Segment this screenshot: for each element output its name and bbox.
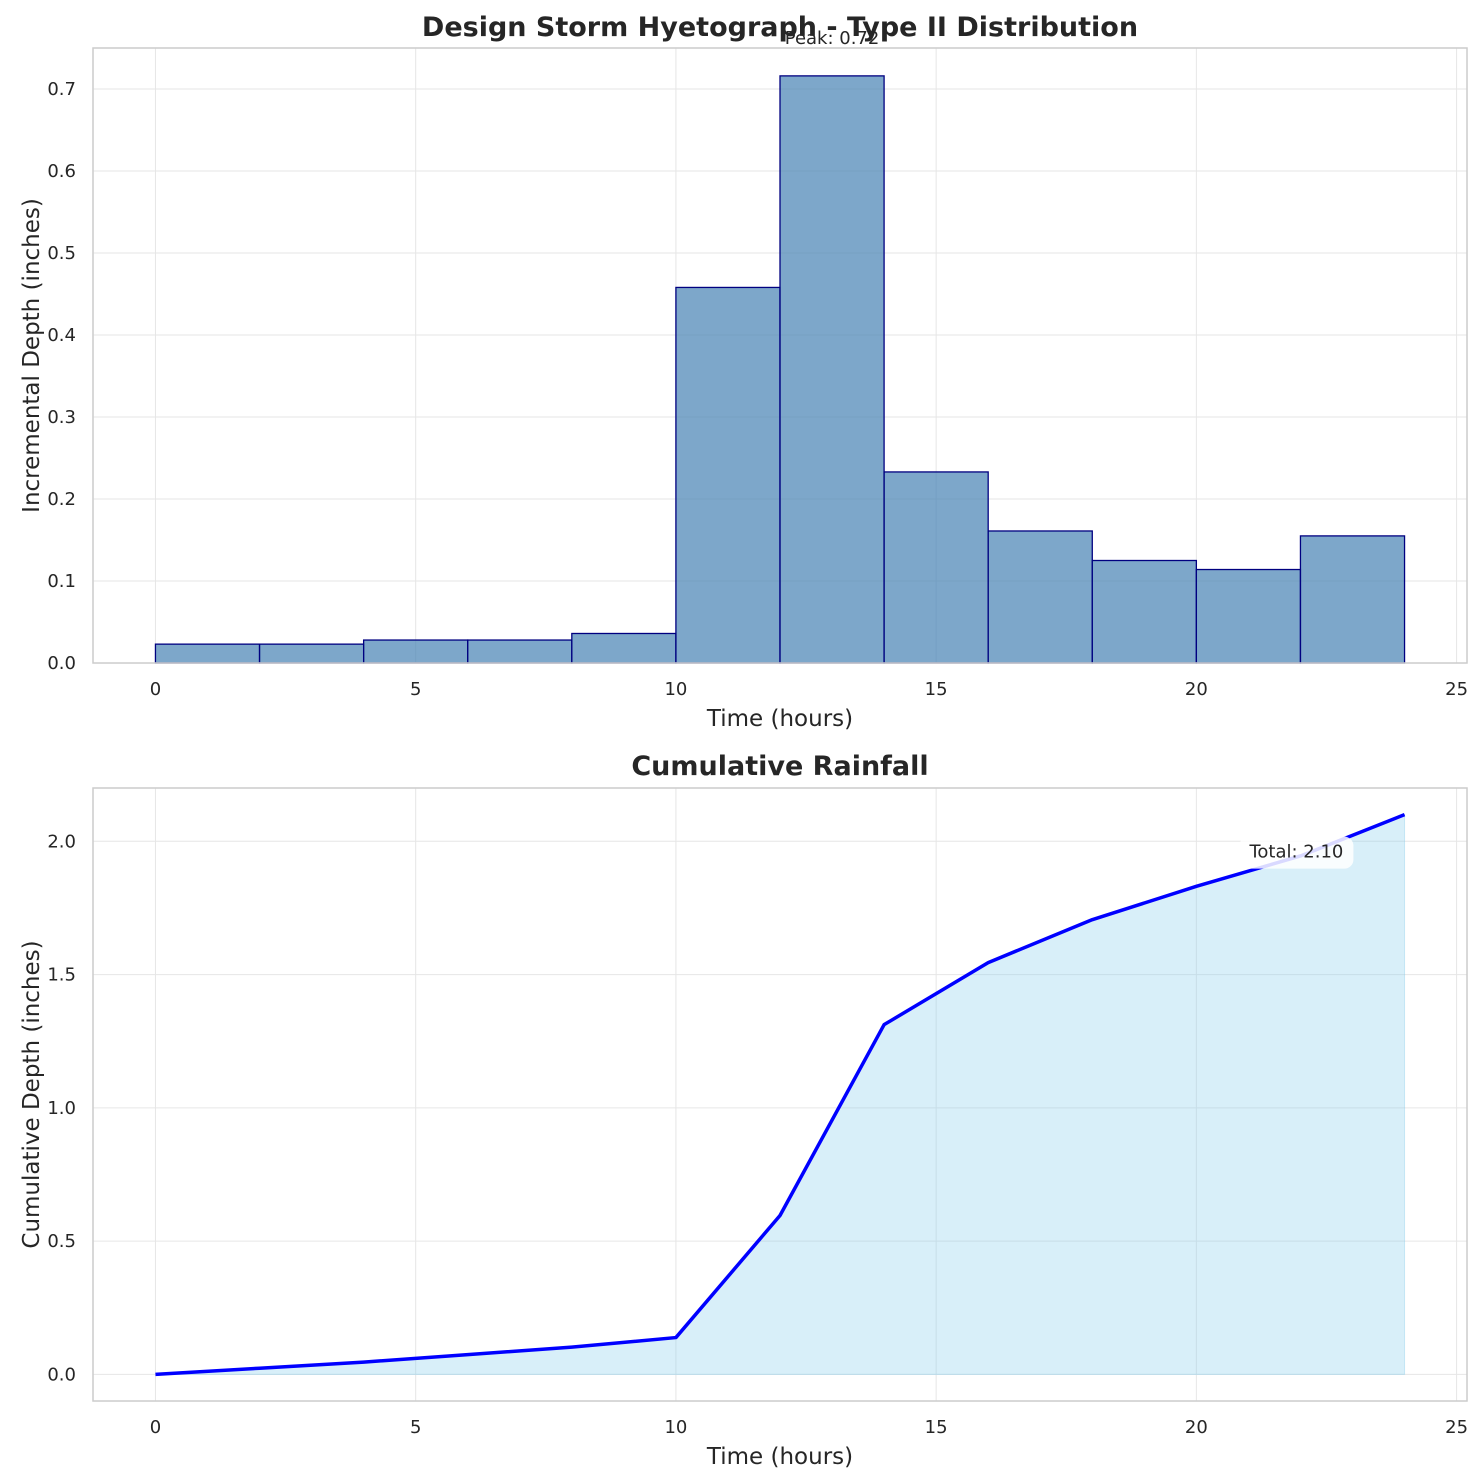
y-tick-label: 0.2 bbox=[47, 489, 76, 510]
y-tick-label: 0.5 bbox=[47, 243, 76, 264]
y-tick-label: 0.0 bbox=[47, 653, 76, 674]
hyetograph-bar bbox=[779, 75, 885, 664]
hyetograph-bar bbox=[1195, 568, 1302, 664]
hyetograph-chart: 0 5 10 15 20 25 0.0 0.1 0.2 0.3 0.4 0.5 0.6 0.7 Desig… bbox=[19, 12, 1468, 732]
x-tick-label: 5 bbox=[410, 679, 421, 700]
y-tick-label: 0.7 bbox=[47, 79, 76, 100]
x-tick-label: 25 bbox=[1445, 1417, 1468, 1438]
cumulative-chart: 0 5 10 15 20 25 0.0 0.5 1.0 1.5 2.0 Cumulative Rai… bbox=[19, 751, 1468, 1470]
x-tick-label: 15 bbox=[925, 679, 948, 700]
cumulative-y-axis-label: Cumulative Depth (inches) bbox=[19, 940, 45, 1248]
cumulative-grid bbox=[93, 788, 1467, 1401]
y-tick-label: 1.0 bbox=[47, 1098, 76, 1119]
x-tick-label: 20 bbox=[1185, 679, 1208, 700]
total-annotation-box bbox=[1239, 836, 1354, 869]
hyetograph-bar bbox=[1299, 535, 1406, 664]
cumulative-plot-frame bbox=[92, 787, 1468, 1402]
cumulative-line bbox=[155, 813, 1406, 1377]
cumulative-title: Cumulative Rainfall bbox=[631, 751, 928, 782]
hyetograph-plot-frame bbox=[92, 47, 1468, 664]
hyetograph-bar bbox=[467, 639, 573, 664]
hyetograph-bar bbox=[675, 286, 781, 664]
y-tick-label: 0.6 bbox=[47, 161, 76, 182]
x-tick-label: 25 bbox=[1445, 679, 1468, 700]
x-tick-label: 0 bbox=[150, 679, 161, 700]
hyetograph-bar bbox=[987, 530, 1093, 664]
hyetograph-bar bbox=[362, 639, 469, 664]
y-tick-label: 0.1 bbox=[47, 571, 76, 592]
hyetograph-bar bbox=[1091, 559, 1198, 664]
hyetograph-bar bbox=[883, 471, 989, 664]
y-tick-label: 2.0 bbox=[47, 831, 76, 852]
x-tick-label: 20 bbox=[1185, 1417, 1208, 1438]
y-tick-label: 0.0 bbox=[47, 1364, 76, 1385]
x-tick-label: 10 bbox=[664, 679, 687, 700]
y-tick-label: 0.5 bbox=[47, 1231, 76, 1252]
peak-annotation: Peak: 0.72 bbox=[785, 28, 880, 49]
cumulative-x-axis-label: Time (hours) bbox=[706, 1444, 853, 1470]
y-tick-label: 0.3 bbox=[47, 407, 76, 428]
total-annotation: Total: 2.10 bbox=[1248, 842, 1343, 863]
hyetograph-bar bbox=[571, 632, 677, 664]
cumulative-series bbox=[155, 813, 1406, 1377]
x-tick-label: 5 bbox=[410, 1417, 421, 1438]
cumulative-tick-labels: 0 5 10 15 20 25 0.0 0.5 1.0 1.5 2.0 bbox=[47, 831, 1468, 1438]
hyetograph-bar bbox=[258, 643, 365, 664]
x-tick-label: 15 bbox=[925, 1417, 948, 1438]
hyetograph-title: Design Storm Hyetograph - Type II Distri… bbox=[422, 12, 1138, 43]
hyetograph-y-axis-label: Incremental Depth (inches) bbox=[19, 198, 45, 513]
y-tick-label: 1.5 bbox=[47, 965, 76, 986]
y-tick-label: 0.4 bbox=[47, 325, 76, 346]
hyetograph-bar bbox=[154, 643, 261, 664]
hyetograph-x-axis-label: Time (hours) bbox=[706, 706, 853, 732]
hyetograph-tick-labels: 0 5 10 15 20 25 0.0 0.1 0.2 0.3 0.4 0.5 0.6 0.7 bbox=[47, 79, 1468, 700]
x-tick-label: 0 bbox=[150, 1417, 161, 1438]
x-tick-label: 10 bbox=[664, 1417, 687, 1438]
